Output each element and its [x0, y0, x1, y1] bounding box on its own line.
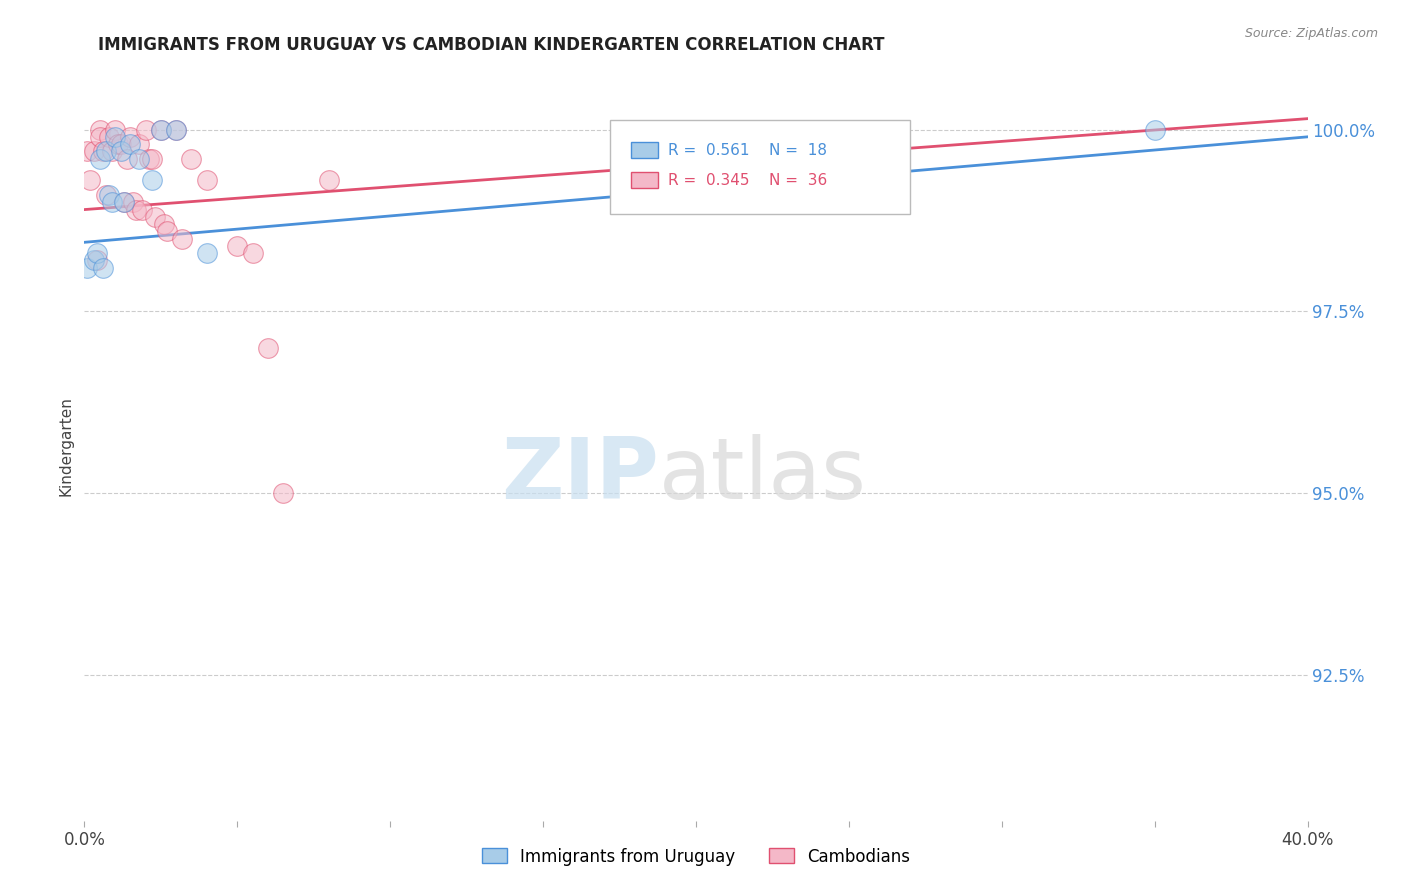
- Point: [101, 145, 124, 159]
- Text: ZIP: ZIP: [502, 434, 659, 517]
- Point: [86, 253, 108, 268]
- Point: [1143, 122, 1166, 136]
- Point: [107, 137, 129, 152]
- Point: [195, 246, 218, 260]
- Point: [97, 129, 120, 144]
- Bar: [631, 172, 658, 188]
- Point: [120, 129, 142, 144]
- Legend: Immigrants from Uruguay, Cambodians: Immigrants from Uruguay, Cambodians: [475, 841, 917, 872]
- Y-axis label: Kindergarten: Kindergarten: [58, 396, 73, 496]
- Point: [226, 239, 249, 253]
- Point: [104, 122, 127, 136]
- Point: [110, 137, 132, 152]
- Point: [122, 195, 145, 210]
- Point: [101, 195, 124, 210]
- Bar: [631, 142, 658, 158]
- Text: Source: ZipAtlas.com: Source: ZipAtlas.com: [1244, 27, 1378, 40]
- Point: [165, 122, 187, 136]
- Point: [153, 217, 176, 231]
- Point: [172, 232, 194, 246]
- Point: [149, 122, 172, 136]
- Point: [110, 145, 132, 159]
- Point: [94, 188, 117, 202]
- Point: [128, 137, 150, 152]
- Point: [149, 122, 172, 136]
- Point: [104, 129, 127, 144]
- Point: [89, 129, 111, 144]
- Point: [271, 486, 294, 500]
- Point: [180, 152, 202, 166]
- Point: [128, 152, 150, 166]
- Text: R =  0.561    N =  18: R = 0.561 N = 18: [668, 143, 827, 158]
- Point: [97, 188, 120, 202]
- Point: [138, 152, 160, 166]
- Point: [242, 246, 264, 260]
- Point: [165, 122, 187, 136]
- Point: [112, 195, 135, 210]
- Point: [112, 195, 135, 210]
- Text: atlas: atlas: [659, 434, 868, 517]
- Point: [89, 122, 111, 136]
- Point: [91, 145, 114, 159]
- Point: [115, 152, 138, 166]
- Point: [91, 260, 114, 275]
- Point: [76, 145, 98, 159]
- FancyBboxPatch shape: [610, 120, 910, 214]
- Point: [131, 202, 153, 217]
- Point: [318, 173, 340, 187]
- Point: [195, 173, 218, 187]
- Point: [86, 246, 108, 260]
- Point: [156, 224, 179, 238]
- Point: [141, 152, 163, 166]
- Point: [89, 152, 111, 166]
- Point: [83, 145, 105, 159]
- Point: [257, 341, 280, 355]
- Point: [83, 253, 105, 268]
- Text: R =  0.345    N =  36: R = 0.345 N = 36: [668, 172, 827, 187]
- Point: [94, 145, 117, 159]
- Point: [135, 122, 157, 136]
- Text: IMMIGRANTS FROM URUGUAY VS CAMBODIAN KINDERGARTEN CORRELATION CHART: IMMIGRANTS FROM URUGUAY VS CAMBODIAN KIN…: [98, 36, 884, 54]
- Point: [143, 210, 166, 224]
- Point: [120, 137, 142, 152]
- Point: [125, 202, 148, 217]
- Point: [76, 260, 98, 275]
- Point: [79, 173, 101, 187]
- Point: [141, 173, 163, 187]
